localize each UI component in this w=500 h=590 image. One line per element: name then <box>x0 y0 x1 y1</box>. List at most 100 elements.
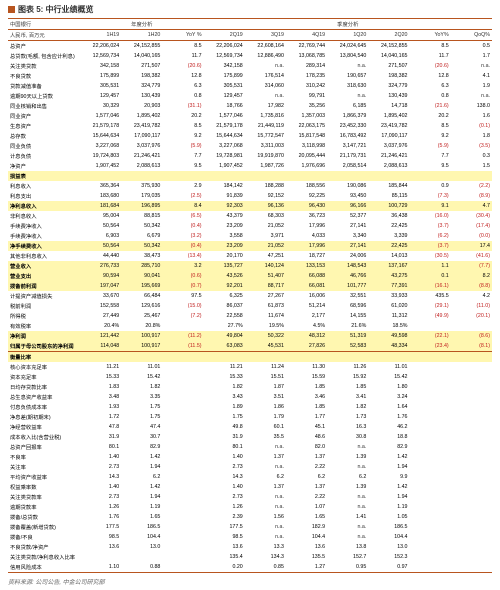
cell: 324,779 <box>121 81 162 91</box>
cell: 15,644,634 <box>80 131 121 141</box>
cell: 2,088,613 <box>368 161 409 171</box>
cell: 11,312 <box>368 311 409 321</box>
cell <box>162 321 203 331</box>
row-label: 利息支出 <box>8 191 80 201</box>
cell: 11.26 <box>327 362 368 372</box>
cell: 12,886,490 <box>245 51 286 61</box>
cell <box>410 362 451 372</box>
cell: 90,594 <box>80 271 121 281</box>
cell: (11.2) <box>162 331 203 341</box>
cell <box>451 472 492 482</box>
cell: 1.85 <box>327 382 368 392</box>
cell: 1.86 <box>245 402 286 412</box>
cell <box>410 562 451 573</box>
table-row: 所得税27,44925,467(7.2)22,55811,6742,17714,… <box>8 311 492 321</box>
cell: 21,052 <box>245 241 286 251</box>
cell: 1.94 <box>121 492 162 502</box>
cell: 1.19 <box>121 502 162 512</box>
cell: 101,777 <box>327 281 368 291</box>
cell: 7.7 <box>162 151 203 161</box>
cell: 13,068,785 <box>286 51 327 61</box>
cell: (30.5) <box>410 251 451 261</box>
cell: 6.2 <box>327 472 368 482</box>
cell: 1.73 <box>327 412 368 422</box>
table-row: 非利息收入95,00488,815(6.5)43,37968,30336,723… <box>8 211 492 221</box>
cell: 1.8 <box>451 131 492 141</box>
cell: 14,718 <box>368 101 409 111</box>
cell: (16.0) <box>410 211 451 221</box>
cell: 45.1 <box>286 422 327 432</box>
cell: 1.93 <box>80 402 121 412</box>
cell: (2.2) <box>451 181 492 191</box>
cell: 7.7 <box>410 151 451 161</box>
cell <box>162 562 203 573</box>
cell: 68,303 <box>245 211 286 221</box>
cell: 1.41 <box>327 512 368 522</box>
cell <box>451 502 492 512</box>
cell: 14.3 <box>80 472 121 482</box>
cell: 3.2 <box>162 261 203 271</box>
cell: 6.2 <box>245 472 286 482</box>
cell <box>451 321 492 331</box>
table-row: 净资产1,907,4522,088,6139.51,907,4521,987,7… <box>8 161 492 171</box>
cell: 6,679 <box>121 231 162 241</box>
row-label: 关注类贷款 <box>8 61 80 71</box>
cell: 3.43 <box>204 392 245 402</box>
cell: 12,569,734 <box>80 51 121 61</box>
cell: 2,058,514 <box>327 161 368 171</box>
row-label: 不良贷款 <box>8 71 80 81</box>
table-row: 净息差(期初期末)1.721.751.751.791.771.731.76 <box>8 412 492 422</box>
table-row: 资本充足率15.3315.4215.3315.5115.5915.9215.42 <box>8 372 492 382</box>
cell: 183,680 <box>80 191 121 201</box>
cell: 1.76 <box>368 412 409 422</box>
table-row: 逾期90天以上贷款129,457130,4390.8129,457n.a.99,… <box>8 91 492 101</box>
cell: 0.5 <box>451 41 492 52</box>
cell: 14,013 <box>368 251 409 261</box>
cell: 3.35 <box>121 392 162 402</box>
row-label: 贷款减值准备 <box>8 81 80 91</box>
cell: 22,769,744 <box>286 41 327 52</box>
cell: 77,391 <box>368 281 409 291</box>
cell: 3,227,068 <box>204 141 245 151</box>
cell: 6.3 <box>410 81 451 91</box>
cell: 13.6 <box>286 542 327 552</box>
cell: 3,037,976 <box>121 141 162 151</box>
cell: 6,185 <box>327 101 368 111</box>
cell: (17.4) <box>451 221 492 231</box>
cell: 0.9 <box>410 181 451 191</box>
cell: 285,710 <box>121 261 162 271</box>
cell <box>162 422 203 432</box>
cell: 80.1 <box>80 442 121 452</box>
cell: 20,095,444 <box>286 151 327 161</box>
cell: 9.2 <box>162 131 203 141</box>
cell: 0.97 <box>368 562 409 573</box>
cell: 27,826 <box>286 341 327 352</box>
table-row: 营业支出90,59490,041(0.6)43,52651,40766,0884… <box>8 271 492 281</box>
cell: 3,037,976 <box>368 141 409 151</box>
cell: 80.1 <box>204 442 245 452</box>
col-header: 3Q19 <box>245 30 286 41</box>
cell: 15.92 <box>327 372 368 382</box>
cell: 20.4% <box>80 321 121 331</box>
cell <box>410 472 451 482</box>
cell: 1,895,402 <box>121 111 162 121</box>
cell <box>410 482 451 492</box>
cell: 48.6 <box>286 432 327 442</box>
cell: n.a. <box>245 462 286 472</box>
cell: 35,256 <box>286 101 327 111</box>
cell: 18,766 <box>204 101 245 111</box>
cell: 100,729 <box>368 201 409 211</box>
col-header: 1H19 <box>80 30 121 41</box>
cell: 21,579,178 <box>204 121 245 131</box>
table-row: 平均资产收益率14.36.214.36.26.26.29.9 <box>8 472 492 482</box>
cell <box>451 392 492 402</box>
cell <box>162 542 203 552</box>
cell: 43,275 <box>368 271 409 281</box>
row-label: 净利息收入 <box>8 201 80 211</box>
cell: 48,334 <box>368 341 409 352</box>
table-row: 生息资产21,579,17823,419,7828.521,579,17821,… <box>8 121 492 131</box>
cell: 52,583 <box>327 341 368 352</box>
cell: 148,543 <box>327 261 368 271</box>
row-label: 成本收入比(含营业税) <box>8 432 80 442</box>
cell: 31.9 <box>204 432 245 442</box>
